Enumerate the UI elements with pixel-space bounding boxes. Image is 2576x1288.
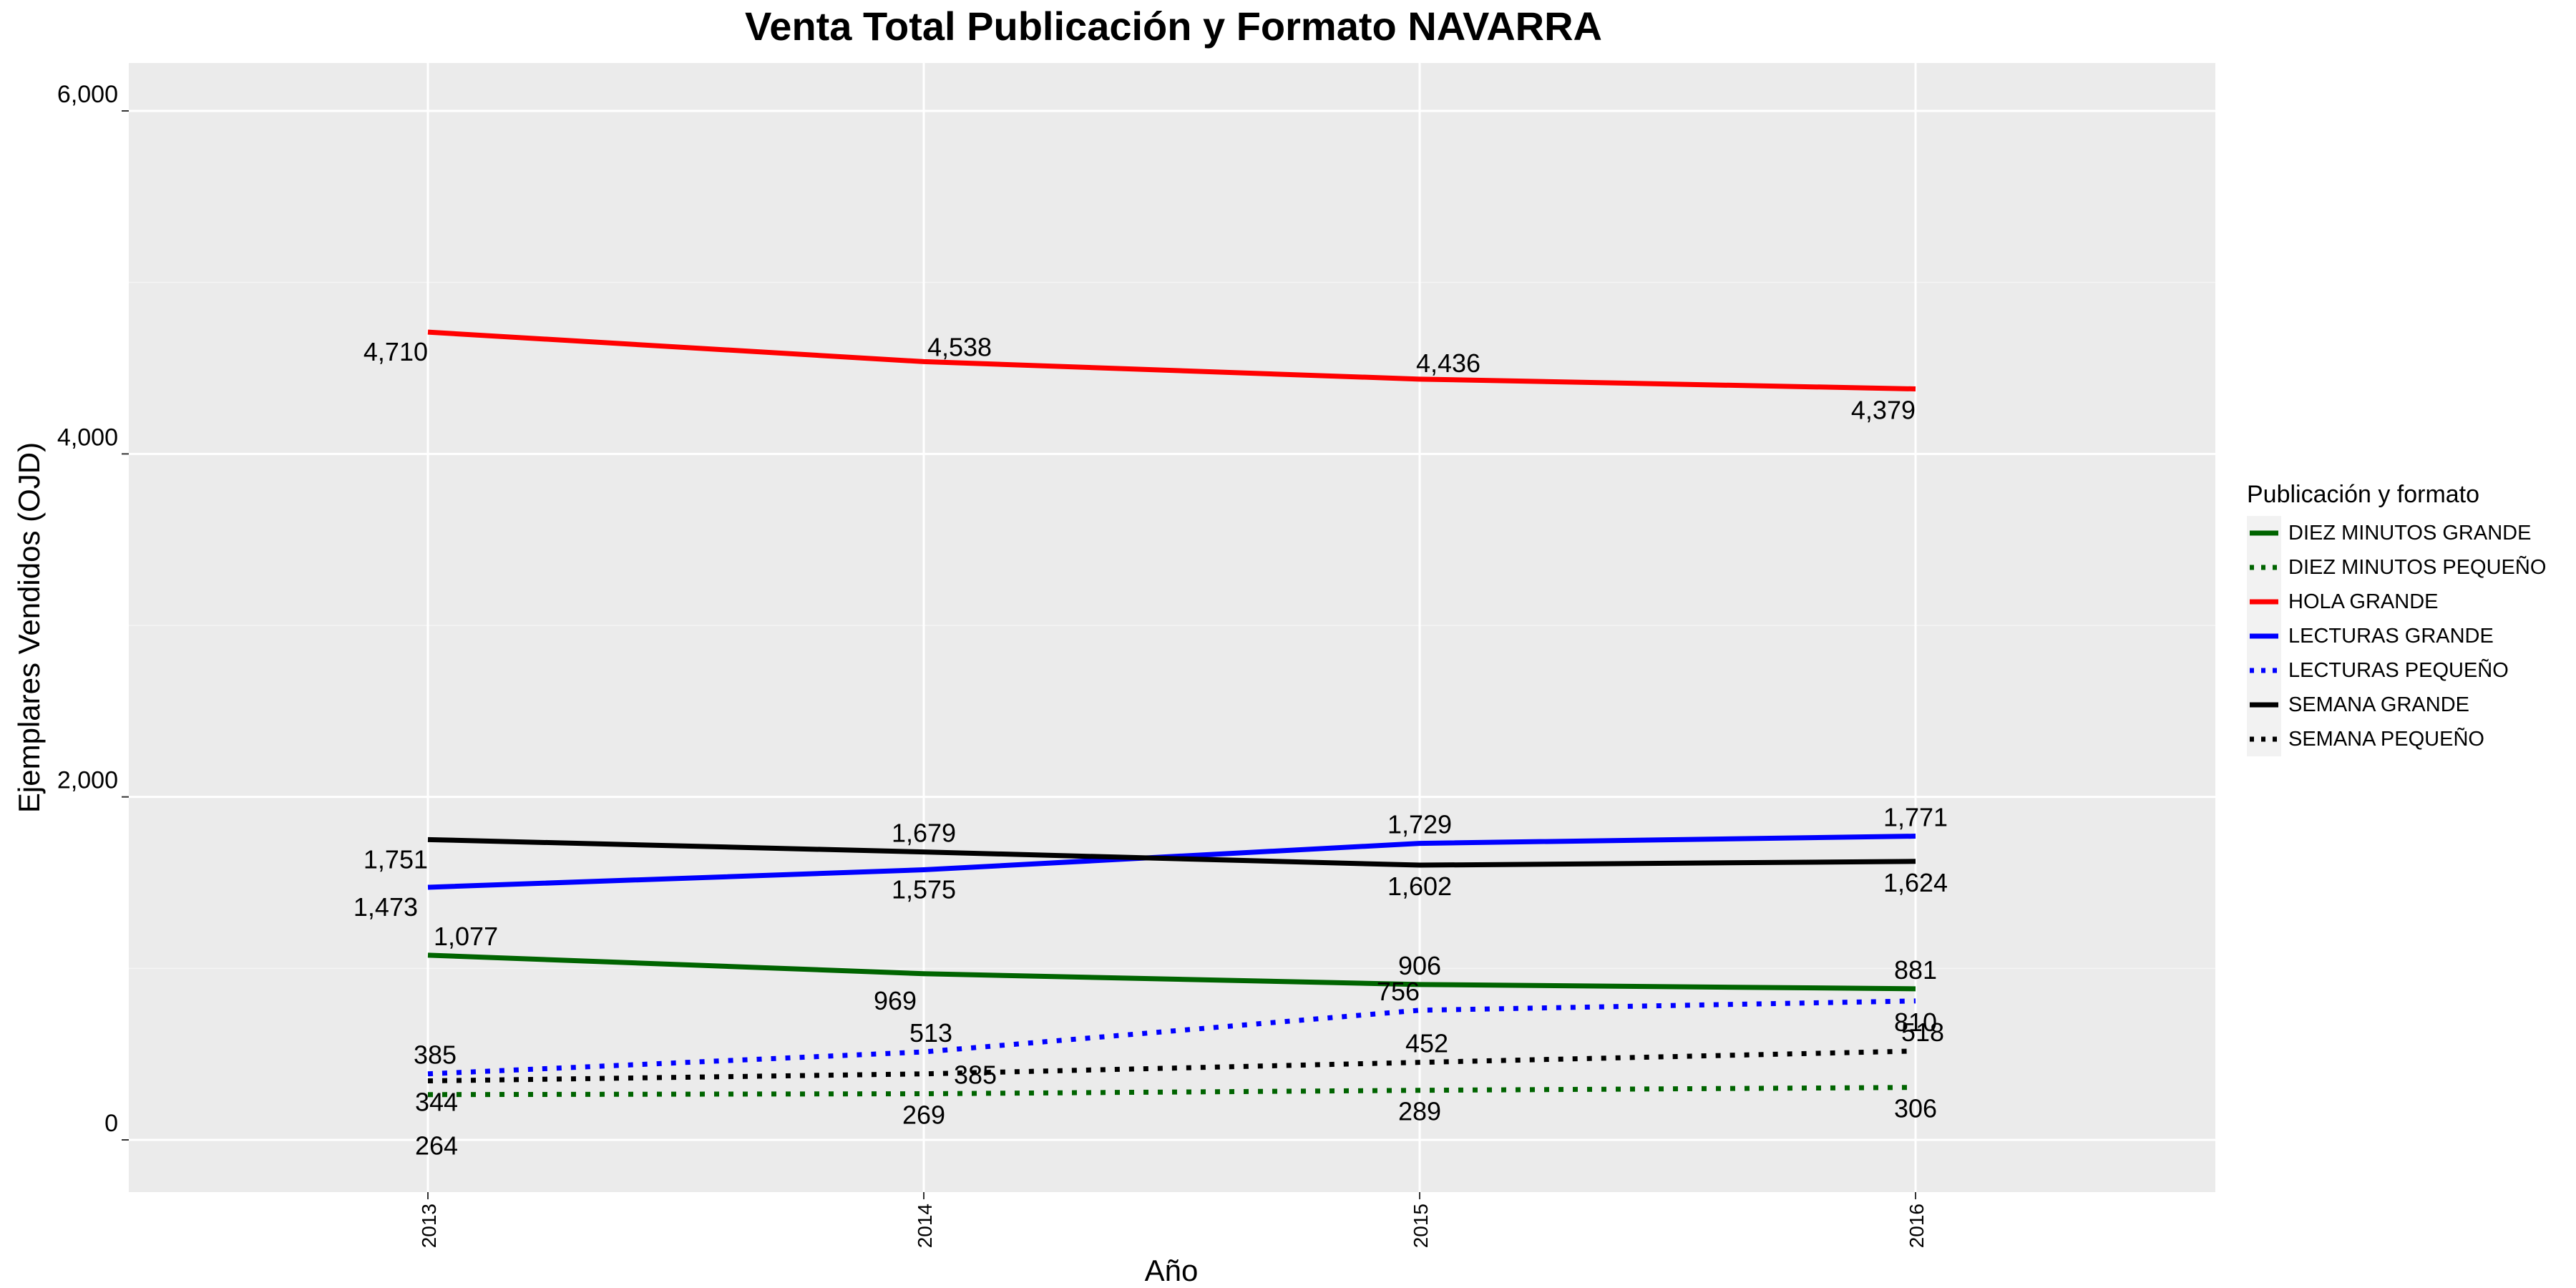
data-label: 4,710 — [364, 337, 428, 366]
legend-item: LECTURAS PEQUEÑO — [2247, 653, 2576, 688]
series-line-diez-minutos-peque-o — [427, 1085, 1916, 1098]
data-label: 1,624 — [1883, 868, 1948, 897]
data-label: 1,679 — [892, 819, 956, 848]
legend-item: HOLA GRANDE — [2247, 585, 2576, 619]
data-label: 1,473 — [353, 892, 418, 922]
data-label: 1,077 — [434, 922, 498, 951]
y-tick-label: 4,000 — [57, 424, 118, 451]
grid-lines — [129, 63, 2215, 1192]
data-label: 1,575 — [892, 875, 956, 904]
data-label: 4,436 — [1416, 348, 1480, 378]
data-label: 756 — [1377, 977, 1420, 1006]
axes: 0 2,000 4,000 6,000 2013 2014 2015 2016 — [57, 81, 1928, 1248]
data-label: 264 — [415, 1131, 458, 1161]
data-label: 513 — [909, 1018, 952, 1048]
x-tick-label: 2013 — [418, 1204, 440, 1248]
chart-title: Venta Total Publicación y Formato NAVARR… — [745, 4, 1602, 49]
legend-key — [2247, 619, 2281, 653]
legend-label: SEMANA PEQUEÑO — [2288, 727, 2484, 751]
legend-label: DIEZ MINUTOS PEQUEÑO — [2288, 555, 2547, 579]
legend-title: Publicación y formato — [2247, 481, 2480, 508]
data-label: 269 — [902, 1101, 945, 1130]
series-line-semana-grande — [427, 836, 1916, 868]
data-labels: 1,077 969 906 881 264 269 289 306 4,710 4,538 4,43… — [353, 332, 1948, 1160]
legend-label: LECTURAS PEQUEÑO — [2288, 658, 2509, 682]
series-lines — [427, 329, 1916, 1098]
data-label: 306 — [1894, 1094, 1937, 1123]
legend-key — [2247, 516, 2281, 550]
legend: Publicación y formato DIEZ MINUTOS GRAND… — [2247, 481, 2576, 756]
plot-panel — [129, 63, 2215, 1192]
series-line-diez-minutos-grande — [427, 952, 1916, 992]
y-axis-title: Ejemplares Vendidos (OJD) — [12, 442, 46, 813]
legend-key — [2247, 585, 2281, 619]
legend-item: SEMANA PEQUEÑO — [2247, 722, 2576, 756]
legend-label: HOLA GRANDE — [2288, 590, 2439, 613]
legend-key — [2247, 722, 2281, 756]
legend-key — [2247, 688, 2281, 722]
data-label: 881 — [1894, 955, 1937, 985]
legend-items: DIEZ MINUTOS GRANDE DIEZ MINUTOS PEQUEÑO H… — [2247, 516, 2576, 756]
data-label: 1,751 — [364, 844, 428, 874]
data-label: 385 — [414, 1040, 457, 1070]
data-label: 810 — [1894, 1008, 1937, 1037]
legend-key — [2247, 550, 2281, 585]
y-tick-label: 0 — [104, 1110, 118, 1137]
y-tick-label: 2,000 — [57, 767, 118, 794]
data-label: 518 — [1901, 1018, 1944, 1047]
data-label: 969 — [874, 986, 917, 1015]
data-label: 1,602 — [1387, 872, 1452, 901]
x-tick-label: 2016 — [1906, 1204, 1928, 1248]
x-tick-label: 2014 — [914, 1204, 936, 1248]
legend-item: SEMANA GRANDE — [2247, 688, 2576, 722]
data-label: 4,379 — [1851, 395, 1916, 424]
series-line-hola-grande — [427, 329, 1916, 391]
legend-label: SEMANA GRANDE — [2288, 693, 2469, 716]
legend-key — [2247, 653, 2281, 688]
data-label: 906 — [1398, 951, 1441, 980]
series-line-lecturas-peque-o — [427, 998, 1916, 1077]
legend-item: DIEZ MINUTOS PEQUEÑO — [2247, 550, 2576, 585]
legend-item: DIEZ MINUTOS GRANDE — [2247, 516, 2576, 550]
data-label: 452 — [1405, 1029, 1448, 1058]
data-label: 344 — [415, 1088, 458, 1117]
x-axis-title: Año — [1145, 1254, 1199, 1287]
series-line-semana-peque-o — [427, 1048, 1916, 1084]
legend-label: LECTURAS GRANDE — [2288, 624, 2494, 648]
x-tick-label: 2015 — [1410, 1204, 1432, 1248]
legend-item: LECTURAS GRANDE — [2247, 619, 2576, 653]
legend-label: DIEZ MINUTOS GRANDE — [2288, 521, 2532, 545]
data-label: 4,538 — [927, 332, 992, 361]
data-label: 1,771 — [1883, 803, 1948, 832]
y-tick-label: 6,000 — [57, 81, 118, 108]
data-label: 289 — [1398, 1097, 1441, 1126]
data-label: 1,729 — [1387, 810, 1452, 839]
data-label: 385 — [954, 1060, 997, 1090]
